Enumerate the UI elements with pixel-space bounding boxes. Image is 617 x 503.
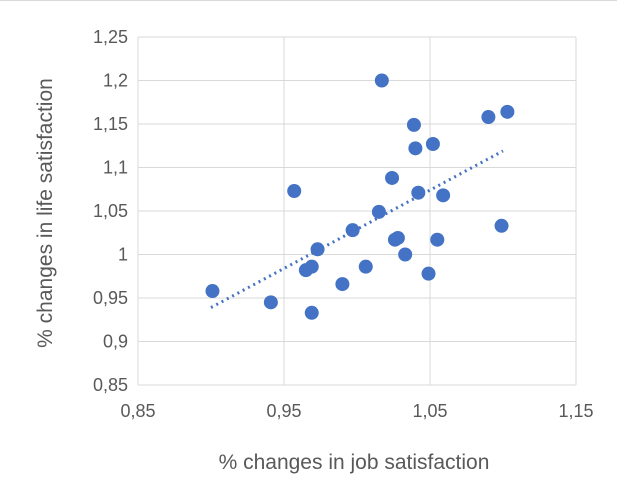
- y-tick-label: 1,15: [93, 114, 128, 134]
- data-point: [304, 259, 319, 274]
- data-point: [263, 295, 278, 310]
- y-tick-label: 0,95: [93, 288, 128, 308]
- data-point: [390, 230, 405, 245]
- y-tick-label: 0,85: [93, 375, 128, 395]
- y-tick-label: 1: [118, 245, 128, 265]
- y-tick-label: 1,05: [93, 201, 128, 221]
- data-point: [205, 284, 220, 299]
- y-tick-label: 1,2: [103, 71, 128, 91]
- data-point: [398, 247, 413, 262]
- data-point: [287, 183, 302, 198]
- data-point: [374, 73, 389, 88]
- trendline: [210, 149, 504, 309]
- data-point: [385, 170, 400, 185]
- data-point: [406, 117, 421, 132]
- data-point: [335, 277, 350, 292]
- data-points: [205, 73, 515, 320]
- data-point: [304, 305, 319, 320]
- y-tick-label: 1,25: [93, 27, 128, 47]
- data-point: [345, 223, 360, 238]
- gridlines: [137, 36, 577, 386]
- x-axis-title: % changes in job satisfaction: [219, 451, 490, 474]
- data-point: [358, 259, 373, 274]
- data-point: [408, 141, 423, 156]
- data-point: [500, 104, 515, 119]
- trendline-line: [210, 149, 504, 309]
- data-point: [430, 232, 445, 247]
- y-tick-label: 1,1: [103, 158, 128, 178]
- data-point: [371, 204, 386, 219]
- data-point: [310, 242, 325, 257]
- y-tick-label: 0,9: [103, 332, 128, 352]
- data-point: [425, 137, 440, 152]
- data-point: [421, 266, 436, 281]
- data-point: [494, 218, 509, 233]
- data-point: [411, 185, 426, 200]
- y-axis-title: % changes in life satisfaction: [34, 78, 57, 348]
- x-tick-labels: 0,85 0,95 1,05 1,15: [120, 401, 593, 421]
- x-tick-label: 0,95: [266, 401, 301, 421]
- data-point: [436, 188, 451, 203]
- x-tick-label: 1,05: [412, 401, 447, 421]
- y-tick-labels: 0,85 0,9 0,95 1 1,05 1,1 1,15 1,2 1,25: [93, 27, 128, 395]
- x-tick-label: 1,15: [558, 401, 593, 421]
- x-tick-label: 0,85: [120, 401, 155, 421]
- data-point: [481, 110, 496, 125]
